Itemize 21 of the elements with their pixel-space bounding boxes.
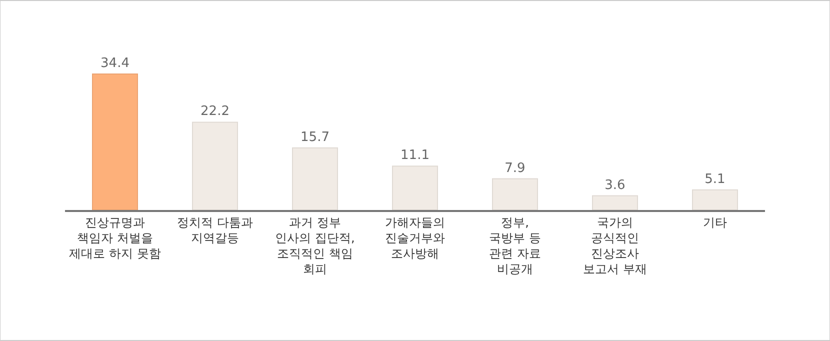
- x-tick-label: 가해자들의 진술거부와 조사방해: [385, 215, 445, 261]
- bar: [292, 147, 338, 210]
- x-tick-label: 과거 정부 인사의 집단적, 조직적인 책임 회피: [275, 215, 355, 276]
- bar: [92, 74, 138, 210]
- x-tick-label: 진상규명과 책임자 처벌을 제대로 하지 못함: [69, 215, 161, 261]
- data-label: 7.9: [504, 160, 526, 176]
- data-label: 11.1: [400, 148, 430, 164]
- bar: [192, 122, 238, 210]
- x-tick-label: 정치적 다툼과 지역갈등: [177, 215, 253, 245]
- bar: [492, 178, 538, 210]
- data-label: 3.6: [604, 178, 626, 193]
- x-tick-label: 국가의 공식적인 진상조사 보고서 부재: [583, 215, 647, 276]
- data-label: 5.1: [704, 172, 726, 187]
- x-tick-label: 기타: [703, 215, 727, 230]
- bar: [592, 195, 638, 210]
- x-tick-label: 정부, 국방부 등 관련 자료 비공개: [489, 215, 541, 276]
- data-label: 22.2: [200, 104, 230, 120]
- bar: [692, 189, 738, 210]
- data-label: 34.4: [100, 56, 130, 71]
- bar: [392, 166, 438, 210]
- data-label: 15.7: [300, 130, 330, 145]
